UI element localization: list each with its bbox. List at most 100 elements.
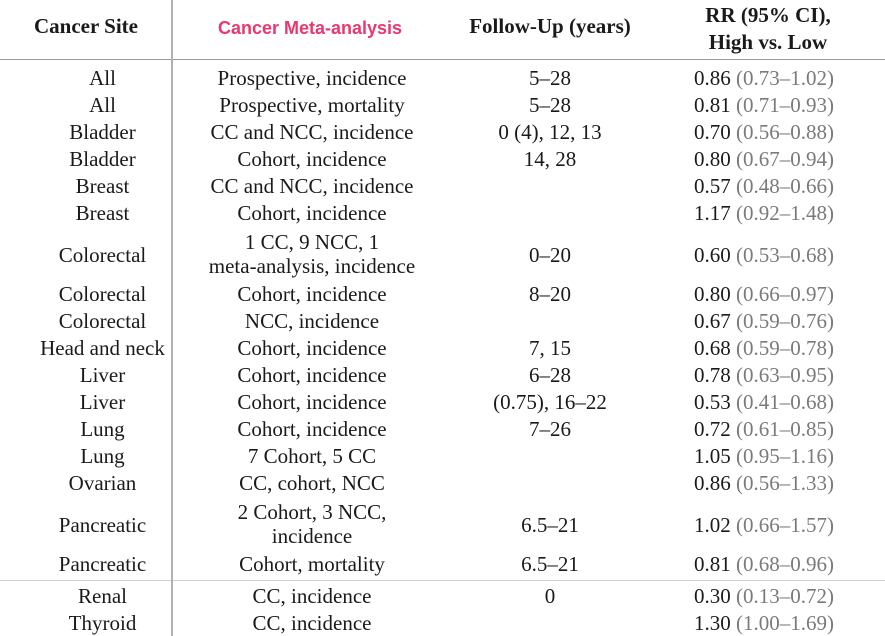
header-rr-line1: RR (95% CI),: [705, 3, 831, 27]
meta-analysis: CC, cohort, NCC: [174, 471, 450, 495]
relative-risk: 0.86 (0.73–1.02): [660, 66, 868, 90]
header-follow-up: Follow-Up (years): [469, 14, 631, 38]
confidence-interval: (0.48–0.66): [736, 174, 834, 198]
confidence-interval: (0.66–1.57): [736, 513, 834, 537]
column-divider: [171, 0, 173, 636]
relative-risk: 0.53 (0.41–0.68): [660, 390, 868, 414]
meta-analysis: NCC, incidence: [174, 309, 450, 333]
meta-analysis-line: Cohort, mortality: [239, 552, 385, 576]
cancer-site: Colorectal: [58, 282, 147, 306]
meta-analysis: Cohort, incidence: [174, 201, 450, 225]
follow-up: 14, 28: [523, 147, 577, 171]
relative-risk: 0.57 (0.48–0.66): [660, 174, 868, 198]
follow-up: 5–28: [529, 93, 571, 117]
relative-risk: 0.80 (0.66–0.97): [660, 282, 868, 306]
rr-value: 0.86: [694, 471, 731, 495]
cancer-site: Liver: [79, 363, 126, 387]
cancer-site: Thyroid: [68, 611, 137, 635]
relative-risk: 0.78 (0.63–0.95): [660, 363, 868, 387]
follow-up: 0 (4), 12, 13: [498, 120, 602, 144]
table-row: Colorectal Cohort, incidence 8–20 0.80 (0.6…: [0, 282, 885, 306]
confidence-interval: (0.56–1.33): [736, 471, 834, 495]
confidence-interval: (0.67–0.94): [736, 147, 834, 171]
cancer-site: Pancreatic: [58, 513, 147, 537]
cancer-site: Colorectal: [58, 243, 147, 267]
cancer-site: Colorectal: [58, 309, 147, 333]
meta-analysis: CC and NCC, incidence: [174, 120, 450, 144]
header-cancer-meta-analysis: Cancer Meta-analysis: [217, 18, 403, 38]
table-row: Renal CC, incidence 0 0.30 (0.13–0.72): [0, 584, 885, 608]
table-row: Pancreatic 2 Cohort, 3 NCC, incidence 6.5–2…: [0, 500, 885, 550]
meta-analysis: Cohort, mortality: [174, 552, 450, 576]
cancer-site-cell: Renal: [0, 584, 171, 608]
follow-up: 7–26: [529, 417, 571, 441]
follow-up: (0.75), 16–22: [493, 390, 607, 414]
cancer-site-cell: Head and neck: [0, 336, 171, 360]
meta-analysis-line: Cohort, incidence: [237, 282, 387, 306]
meta-analysis: CC, incidence: [174, 611, 450, 635]
meta-analysis-line: Prospective, incidence: [217, 66, 407, 90]
confidence-interval: (0.68–0.96): [736, 552, 834, 576]
table-row: Bladder Cohort, incidence 14, 28 0.80 (0.67…: [0, 147, 885, 171]
cancer-site: Lung: [80, 417, 125, 441]
confidence-interval: (0.73–1.02): [736, 66, 834, 90]
follow-up: 0–20: [529, 243, 571, 267]
meta-analysis-line: meta-analysis, incidence: [208, 254, 416, 278]
meta-analysis: 1 CC, 9 NCC, 1 meta-analysis, incidence: [174, 230, 450, 278]
meta-analysis-line: CC and NCC, incidence: [210, 120, 414, 144]
rr-value: 1.05: [694, 444, 731, 468]
table-row: Lung Cohort, incidence 7–26 0.72 (0.61–0.85…: [0, 417, 885, 441]
rr-value: 1.30: [694, 611, 731, 635]
relative-risk: 0.80 (0.67–0.94): [660, 147, 868, 171]
relative-risk: 0.68 (0.59–0.78): [660, 336, 868, 360]
meta-analysis: Cohort, incidence: [174, 417, 450, 441]
cancer-site-cell: Liver: [0, 363, 171, 387]
table-row: Ovarian CC, cohort, NCC 0.86 (0.56–1.33): [0, 471, 885, 495]
rr-value: 1.17: [694, 201, 731, 225]
rr-value: 0.70: [694, 120, 731, 144]
relative-risk: 1.17 (0.92–1.48): [660, 201, 868, 225]
meta-analysis-line: Cohort, incidence: [237, 336, 387, 360]
cancer-site-cell: Colorectal: [0, 309, 171, 333]
meta-analysis: 7 Cohort, 5 CC: [174, 444, 450, 468]
relative-risk: 1.02 (0.66–1.57): [660, 513, 868, 537]
meta-analysis-line: 7 Cohort, 5 CC: [247, 444, 377, 468]
cancer-site-cell: Lung: [0, 417, 171, 441]
relative-risk: 1.30 (1.00–1.69): [660, 611, 868, 635]
confidence-interval: (0.66–0.97): [736, 282, 834, 306]
meta-analysis: CC and NCC, incidence: [174, 174, 450, 198]
meta-analysis-line: CC and NCC, incidence: [210, 174, 414, 198]
cancer-site-cell: Breast: [0, 174, 171, 198]
confidence-interval: (0.92–1.48): [736, 201, 834, 225]
table-row: Head and neck Cohort, incidence 7, 15 0.68 …: [0, 336, 885, 360]
rr-value: 0.68: [694, 336, 731, 360]
rr-value: 0.81: [694, 93, 731, 117]
table-row: All Prospective, incidence 5–28 0.86 (0.73–…: [0, 66, 885, 90]
meta-analysis-line: Cohort, incidence: [237, 147, 387, 171]
relative-risk: 1.05 (0.95–1.16): [660, 444, 868, 468]
confidence-interval: (0.41–0.68): [736, 390, 834, 414]
relative-risk: 0.86 (0.56–1.33): [660, 471, 868, 495]
rr-value: 0.81: [694, 552, 731, 576]
cancer-site-cell: Bladder: [0, 120, 171, 144]
table-row: Colorectal NCC, incidence 0.67 (0.59–0.76): [0, 309, 885, 333]
table-row: Colorectal 1 CC, 9 NCC, 1 meta-analysis, i…: [0, 230, 885, 280]
meta-analysis-line: Cohort, incidence: [237, 417, 387, 441]
cancer-site: Renal: [78, 584, 127, 608]
follow-up: 6–28: [529, 363, 571, 387]
meta-analysis-line: Cohort, incidence: [237, 390, 387, 414]
cancer-site-cell: All: [0, 66, 171, 90]
table-row: Breast Cohort, incidence 1.17 (0.92–1.48): [0, 201, 885, 225]
confidence-interval: (0.59–0.78): [736, 336, 834, 360]
cancer-site-cell: Pancreatic: [0, 552, 171, 576]
meta-analysis: Cohort, incidence: [174, 336, 450, 360]
cancer-site-cell: Breast: [0, 201, 171, 225]
rr-value: 0.86: [694, 66, 731, 90]
cancer-site-cell: Colorectal: [0, 230, 171, 280]
meta-analysis-line: CC, incidence: [252, 611, 372, 635]
cancer-site-cell: All: [0, 93, 171, 117]
confidence-interval: (0.61–0.85): [736, 417, 834, 441]
relative-risk: 0.67 (0.59–0.76): [660, 309, 868, 333]
meta-analysis-line: Cohort, incidence: [237, 201, 387, 225]
header-cancer-site: Cancer Site: [33, 14, 138, 38]
